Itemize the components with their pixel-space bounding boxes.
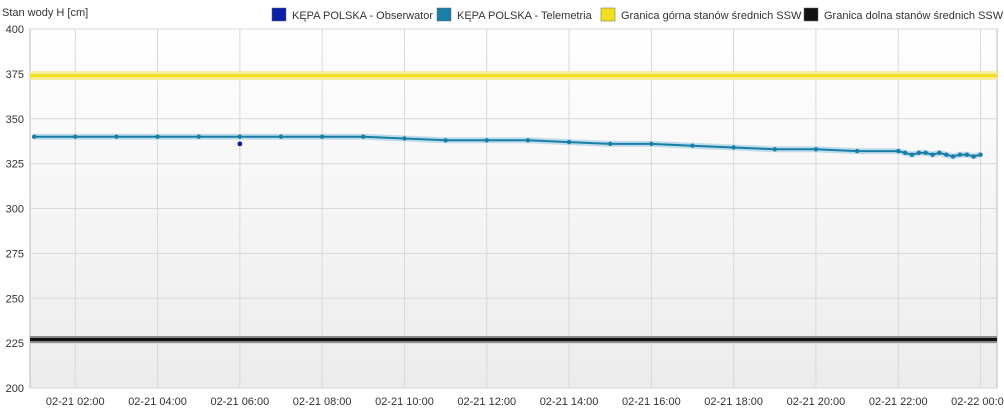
- telemetry-point: [690, 143, 695, 148]
- y-tick-label: 375: [6, 69, 24, 81]
- legend: KĘPA POLSKA - Obserwator KĘPA POLSKA - Te…: [271, 7, 1004, 22]
- telemetry-point: [484, 138, 489, 143]
- telemetry-point: [772, 147, 777, 152]
- telemetry-point: [649, 141, 654, 147]
- x-tick-label: 02-21 02:00: [46, 396, 105, 408]
- y-tick-label: 325: [6, 159, 24, 171]
- threshold-lines: [30, 71, 997, 344]
- y-tick-label: 400: [6, 24, 24, 36]
- telemetry-point: [930, 152, 935, 157]
- telemetry-point: [971, 154, 976, 159]
- telemetry-point: [944, 152, 949, 157]
- telemetry-point: [73, 134, 78, 139]
- legend-item-observer: KĘPA POLSKA - Obserwator: [271, 7, 433, 22]
- telemetry-point: [950, 154, 956, 159]
- legend-item-lower-limit: Granica dolna stanów średnich SSW: [803, 7, 1004, 22]
- telemetry-point: [525, 138, 531, 143]
- telemetry-point: [964, 152, 970, 157]
- x-tick-label: 02-21 10:00: [375, 396, 434, 408]
- x-tick-label: 02-21 14:00: [540, 396, 599, 408]
- telemetry-point: [319, 134, 325, 139]
- legend-swatch: [600, 7, 616, 22]
- legend-label: Granica górna stanów średnich SSW: [621, 10, 802, 22]
- telemetry-point: [896, 148, 901, 154]
- y-tick-label: 275: [6, 248, 24, 260]
- telemetry-point: [978, 152, 983, 157]
- legend-item-telemetry: KĘPA POLSKA - Telemetria: [436, 7, 593, 22]
- telemetry-point: [957, 152, 963, 157]
- telemetry-point: [402, 136, 407, 141]
- series-layer: [31, 133, 983, 160]
- telemetry-point: [902, 150, 908, 156]
- legend-label: Granica dolna stanów średnich SSW: [824, 10, 1004, 22]
- telemetry-point: [608, 141, 613, 147]
- x-tick-label: 02-21 04:00: [128, 396, 187, 408]
- x-tick-label: 02-21 20:00: [787, 396, 846, 408]
- y-tick-label: 300: [6, 204, 24, 216]
- telemetry-point: [31, 134, 37, 139]
- y-axis-label: Stan wody H [cm]: [2, 7, 88, 19]
- x-tick-label: 02-21 08:00: [293, 396, 352, 408]
- legend-swatch: [436, 7, 452, 22]
- telemetry-point: [937, 150, 942, 156]
- legend-label: KĘPA POLSKA - Telemetria: [457, 10, 593, 22]
- telemetry-point: [443, 138, 448, 143]
- telemetry-point: [278, 134, 284, 139]
- legend-item-upper-limit: Granica górna stanów średnich SSW: [600, 7, 802, 22]
- telemetry-point: [731, 145, 736, 150]
- telemetry-point: [155, 134, 160, 139]
- grid: [30, 28, 997, 389]
- x-tick-label: 02-21 18:00: [704, 396, 763, 408]
- telemetry-point: [196, 134, 201, 139]
- telemetry-point: [854, 148, 860, 154]
- telemetry-point: [566, 139, 572, 145]
- x-tick-label: 02-21 12:00: [457, 396, 516, 408]
- y-tick-label: 250: [6, 293, 24, 305]
- telemetry-point: [813, 147, 819, 152]
- telemetry-point: [916, 150, 922, 156]
- telemetry-point: [909, 152, 915, 157]
- y-tick-label: 350: [6, 114, 24, 126]
- observer-point: [237, 141, 243, 147]
- x-tick-label: 02-21 16:00: [622, 396, 681, 408]
- x-tick-label: 02-21 22:00: [869, 396, 928, 408]
- telemetry-line: [34, 135, 981, 158]
- legend-swatch: [803, 7, 819, 22]
- x-tick-label: 02-21 06:00: [211, 396, 270, 408]
- telemetry-point: [923, 150, 928, 156]
- y-tick-label: 225: [6, 338, 24, 350]
- legend-swatch: [271, 7, 287, 22]
- telemetry-point: [237, 134, 243, 139]
- telemetry-point: [361, 134, 366, 139]
- telemetry-point: [114, 134, 119, 139]
- axis-ticks: 200 225 250 275 300 325 350 375 400 02-21 02:00 02…: [6, 24, 1004, 408]
- x-tick-label: 02-22 00:00: [951, 396, 1004, 408]
- y-tick-label: 200: [6, 383, 24, 395]
- legend-label: KĘPA POLSKA - Obserwator: [292, 10, 433, 22]
